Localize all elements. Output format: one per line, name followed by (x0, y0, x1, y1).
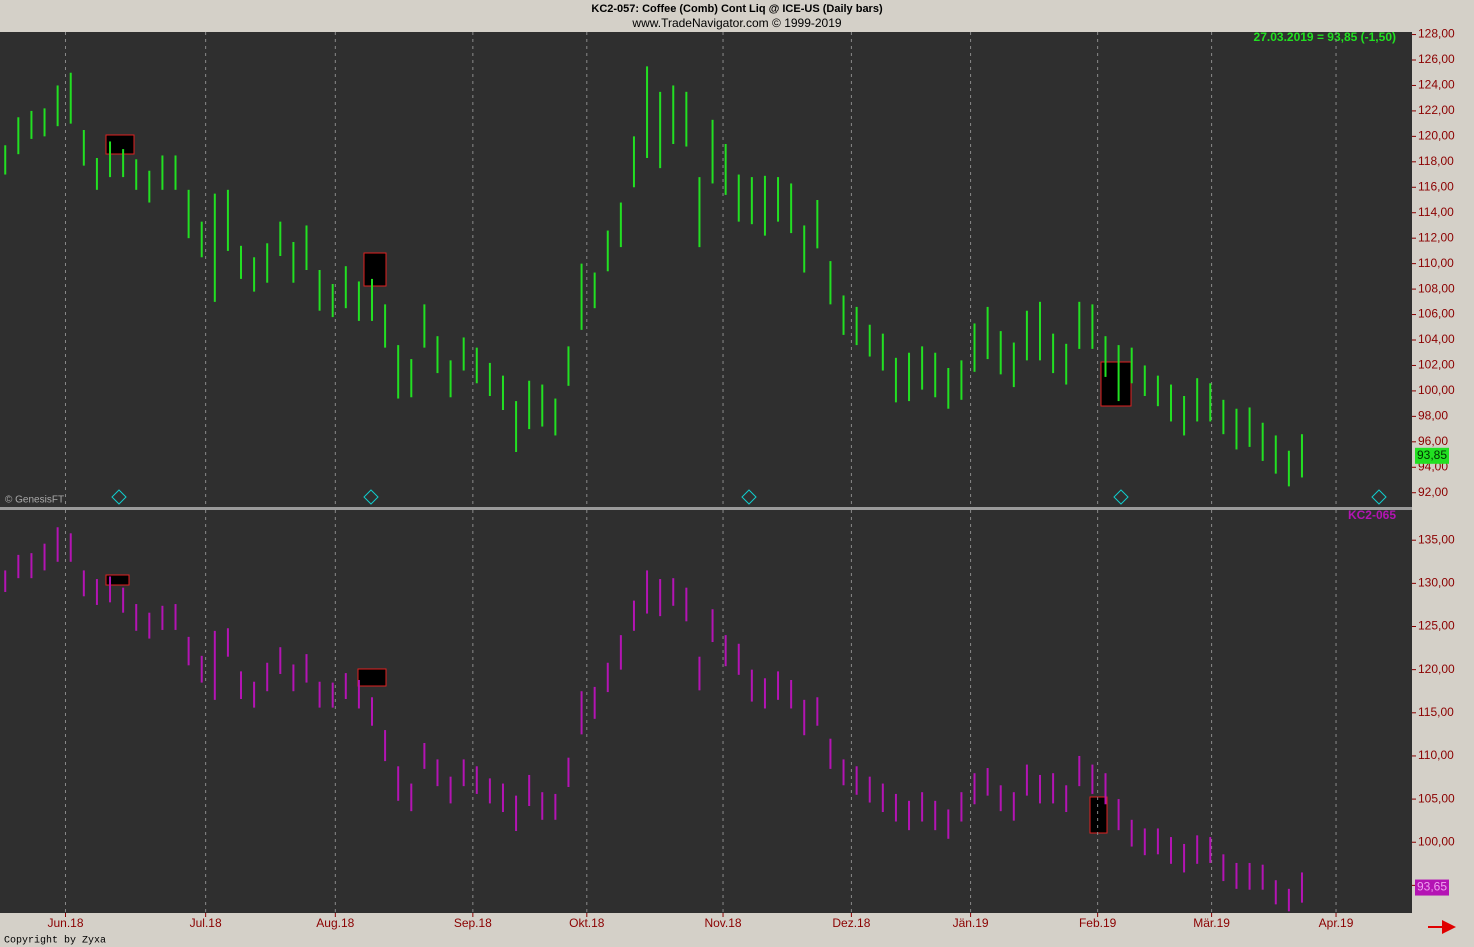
event-icon (1371, 489, 1387, 505)
highlight-box (105, 574, 130, 586)
y-tick-label: 98,00 (1418, 409, 1448, 423)
y-tick-label: 92,00 (1418, 485, 1448, 499)
last-price-box (1415, 447, 1449, 464)
bottom-panel (0, 510, 1412, 913)
y-tick-label: 125,00 (1418, 619, 1455, 633)
y-tick-label: 100,00 (1418, 834, 1455, 848)
y-tick-label: 110,00 (1418, 256, 1454, 270)
y-tick-label: 135,00 (1418, 532, 1455, 546)
event-icon (741, 489, 757, 505)
source-label: © GenesisFT (5, 495, 64, 506)
chart-subtitle: www.TradeNavigator.com © 1999-2019 (631, 16, 841, 30)
y-tick-label: 126,00 (1418, 52, 1455, 66)
highlight-box (357, 668, 387, 687)
last-price-label: 93,65 (1417, 880, 1447, 894)
y-tick-label: 100,00 (1418, 383, 1455, 397)
x-tick-label: Jän.19 (953, 916, 989, 930)
y-tick-label: 105,00 (1418, 791, 1455, 805)
footer: Copyright by Zyxa (4, 935, 106, 947)
y-tick-label: 115,00 (1418, 705, 1454, 719)
y-tick-label: 128,00 (1418, 27, 1455, 41)
x-tick-label: Jul.18 (190, 916, 222, 930)
x-tick-label: Okt.18 (569, 916, 605, 930)
series-name: KC2-065 (1348, 508, 1396, 522)
y-tick-label: 114,00 (1418, 205, 1454, 219)
x-tick-label: Nov.18 (704, 916, 741, 930)
chart-title: KC2-057: Coffee (Comb) Cont Liq @ ICE-US… (591, 3, 883, 15)
x-tick-label: Dez.18 (832, 916, 870, 930)
highlight-box (105, 134, 135, 155)
x-tick-label: Jun.18 (47, 916, 83, 930)
event-icons (111, 489, 1387, 505)
y-tick-label: 108,00 (1418, 281, 1455, 295)
price-annotation: 27.03.2019 = 93,85 (-1,50) (1254, 30, 1396, 44)
y-tick-label: 130,00 (1418, 576, 1455, 590)
top-panel (0, 32, 1412, 508)
x-tick-label: Feb.19 (1079, 916, 1117, 930)
y-tick-label: 112,00 (1418, 230, 1454, 244)
x-tick-label: Aug.18 (316, 916, 354, 930)
event-icon (1113, 489, 1129, 505)
y-tick-label: 106,00 (1418, 307, 1455, 321)
y-tick-label: 116,00 (1418, 179, 1454, 193)
x-tick-label: Mär.19 (1193, 916, 1230, 930)
last-price-box (1415, 879, 1449, 896)
last-price-label: 93,85 (1417, 448, 1447, 462)
y-tick-label: 110,00 (1418, 748, 1454, 762)
event-icon (363, 489, 379, 505)
x-tick-label: Sep.18 (454, 916, 492, 930)
highlight-box (1089, 796, 1108, 834)
y-tick-label: 120,00 (1418, 129, 1455, 143)
x-tick-label: Apr.19 (1319, 916, 1354, 930)
y-tick-label: 122,00 (1418, 103, 1455, 117)
y-tick-label: 120,00 (1418, 662, 1455, 676)
y-tick-label: 102,00 (1418, 358, 1455, 372)
scroll-arrow[interactable] (1428, 920, 1456, 934)
event-icon (111, 489, 127, 505)
y-tick-label: 96,00 (1418, 434, 1448, 448)
y-tick-label: 118,00 (1418, 154, 1454, 168)
y-tick-label: 104,00 (1418, 332, 1455, 346)
panel-divider (0, 507, 1412, 510)
highlight-box (363, 252, 387, 287)
y-tick-label: 124,00 (1418, 78, 1455, 92)
markers (105, 134, 1387, 834)
